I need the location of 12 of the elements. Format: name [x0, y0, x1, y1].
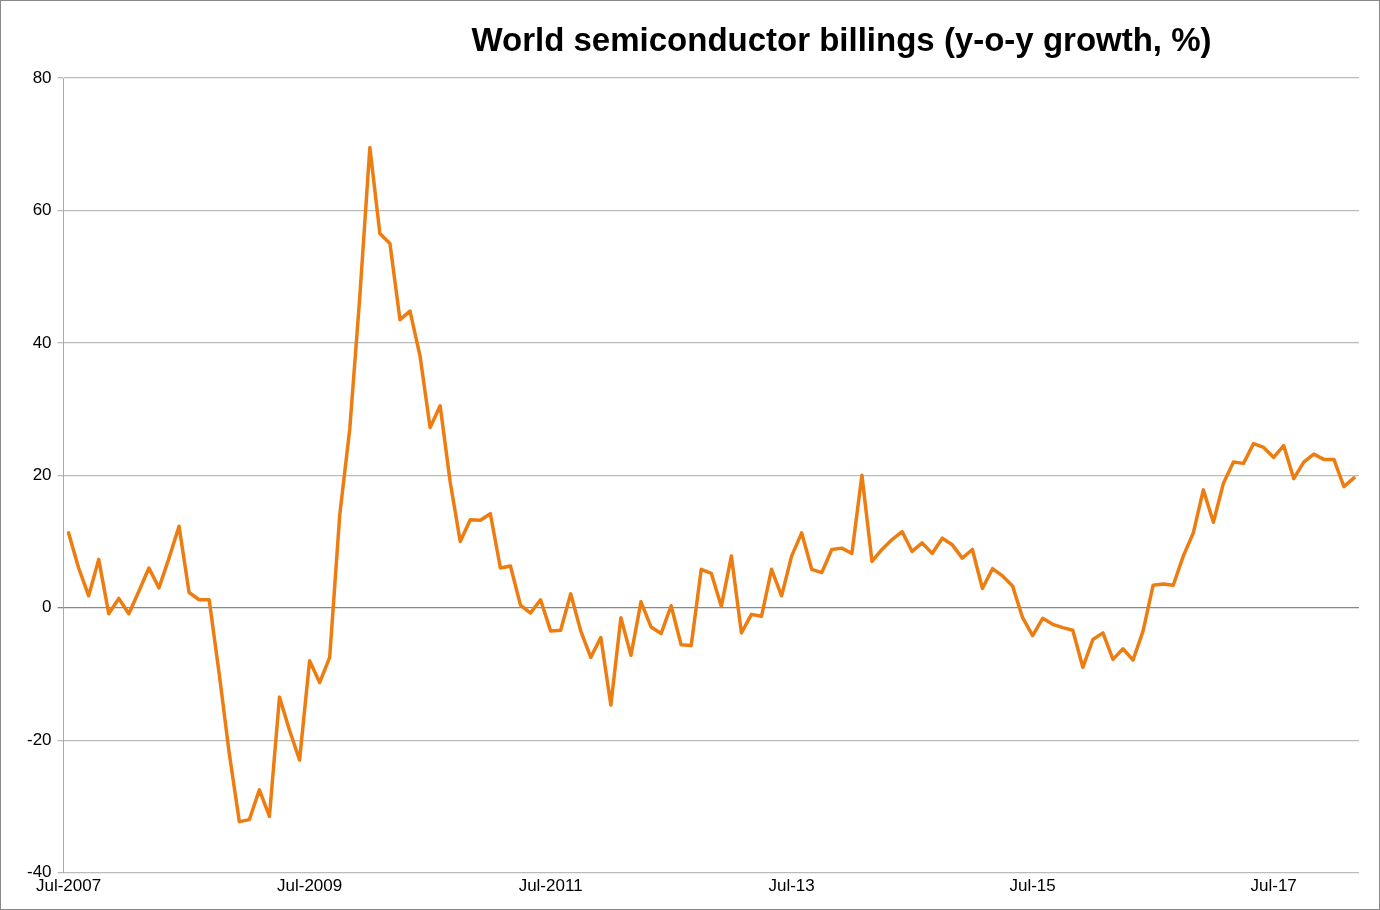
- x-tick-label: Jul-13: [768, 876, 815, 896]
- y-tick-label: 0: [42, 597, 52, 617]
- y-tick-label: 80: [32, 67, 52, 87]
- x-tick-label: Jul-2009: [276, 876, 343, 896]
- y-tick-label: 40: [32, 332, 52, 352]
- chart-title: World semiconductor billings (y-o-y growth, %): [470, 21, 1213, 59]
- y-tick-label: 60: [32, 200, 52, 220]
- y-tick-label: -20: [26, 729, 52, 749]
- x-tick-label: Jul-15: [1009, 876, 1056, 896]
- y-tick-label: 20: [32, 464, 52, 484]
- x-tick-label: Jul-2011: [518, 876, 583, 896]
- x-tick-label: Jul-17: [1250, 876, 1297, 896]
